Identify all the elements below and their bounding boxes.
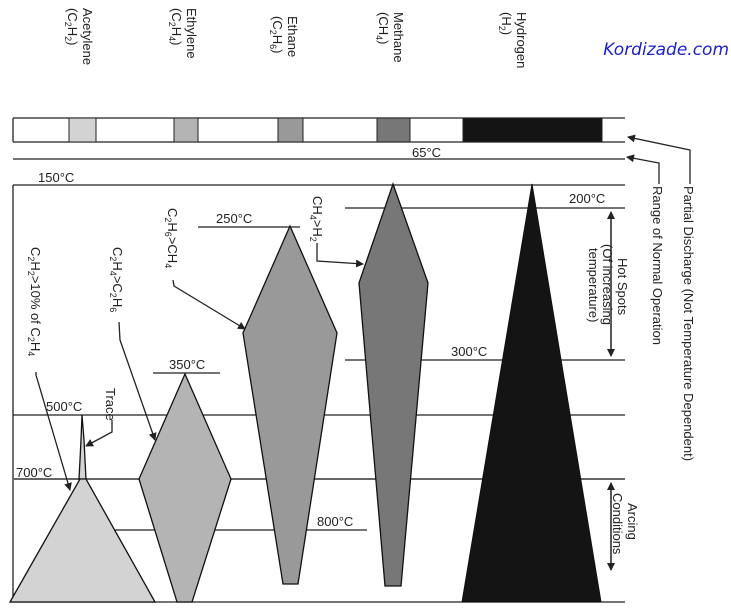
svg-text:(H2): (H2) xyxy=(497,12,514,35)
ethane-shape xyxy=(242,224,338,585)
methane-shape xyxy=(358,182,429,587)
svg-text:Trace: Trace xyxy=(103,388,118,421)
svg-text:Acetylene: Acetylene xyxy=(80,8,95,65)
svg-text:Kordizade.com: Kordizade.com xyxy=(603,40,729,60)
svg-text:(CH4): (CH4) xyxy=(374,12,391,44)
temp-label-700: 700°C xyxy=(16,465,52,480)
ethylene-shape xyxy=(138,372,232,603)
ratio-label-c2h6: C2H6>CH4 xyxy=(163,208,246,330)
temp-label-200: 200°C xyxy=(569,191,605,206)
hydrogen-shape xyxy=(461,183,602,603)
bar-segment-ethane xyxy=(277,117,304,143)
acetylene-trace-spike xyxy=(78,414,87,480)
hot-spots-annotation: Hot Spots (Of increasing temperature) xyxy=(586,211,630,357)
gas-label-ethane: Ethane (C2H6) xyxy=(268,16,300,57)
gas-label-ethylene: Ethylene (C2H4) xyxy=(167,8,199,59)
arcing-annotation: Arcing Conditions xyxy=(607,482,640,571)
watermark-logo: کردی زاده Kordizade.com xyxy=(603,7,731,60)
temp-label-300: 300°C xyxy=(451,344,487,359)
svg-text:C2H6>CH4: C2H6>CH4 xyxy=(163,208,180,268)
ratio-label-c2h2: C2H2>10% of C2H4 xyxy=(26,247,72,491)
bar-segment-hydrogen xyxy=(462,117,603,143)
trace-label: Trace xyxy=(85,388,118,447)
svg-text:temperature): temperature) xyxy=(586,248,601,322)
temp-label-500: 500°C xyxy=(46,399,82,414)
temp-label-65: 65°C xyxy=(412,145,441,160)
gas-label-methane: Methane (CH4) xyxy=(374,12,406,63)
svg-text:Ethylene: Ethylene xyxy=(184,8,199,59)
svg-text:C2H4>C2H6: C2H4>C2H6 xyxy=(108,247,125,312)
svg-text:Ethane: Ethane xyxy=(285,16,300,57)
acetylene-shape xyxy=(8,478,157,603)
svg-text:Conditions: Conditions xyxy=(610,493,625,555)
svg-text:Methane: Methane xyxy=(391,12,406,63)
normal-operation-annotation: Range of Normal Operation xyxy=(626,154,665,345)
bar-segment-methane xyxy=(376,117,411,143)
svg-text:Hydrogen: Hydrogen xyxy=(514,12,529,68)
svg-text:(C2H6): (C2H6) xyxy=(268,16,285,53)
partial-discharge-bar xyxy=(12,117,625,143)
temp-label-150: 150°C xyxy=(38,170,74,185)
temp-label-350: 350°C xyxy=(169,357,205,372)
bar-segment-acetylene xyxy=(68,117,97,143)
svg-text:(C2H4): (C2H4) xyxy=(167,8,184,45)
gas-label-hydrogen: Hydrogen (H2) xyxy=(497,12,529,68)
svg-text:Arcing: Arcing xyxy=(625,503,640,540)
svg-text:CH4>H2: CH4>H2 xyxy=(308,196,325,242)
svg-text:C2H2>10% of C2H4: C2H2>10% of C2H4 xyxy=(26,247,43,356)
svg-text:Range of Normal Operation: Range of Normal Operation xyxy=(650,186,665,345)
svg-text:(Of increasing: (Of increasing xyxy=(600,244,615,325)
temp-label-250: 250°C xyxy=(216,211,252,226)
temp-label-800: 800°C xyxy=(317,514,353,529)
svg-text:(C2H2): (C2H2) xyxy=(63,8,80,45)
ratio-label-ch4: CH4>H2 xyxy=(308,196,364,268)
svg-text:Partial Discharge (Not Tempera: Partial Discharge (Not Temperature Depen… xyxy=(681,186,696,461)
svg-text:Hot Spots: Hot Spots xyxy=(615,258,630,316)
gas-label-acetylene: Acetylene (C2H2) xyxy=(63,8,95,65)
bar-segment-ethylene xyxy=(173,117,199,143)
ratio-label-c2h4: C2H4>C2H6 xyxy=(108,247,157,441)
partial-discharge-annotation: Partial Discharge (Not Temperature Depen… xyxy=(627,134,696,461)
